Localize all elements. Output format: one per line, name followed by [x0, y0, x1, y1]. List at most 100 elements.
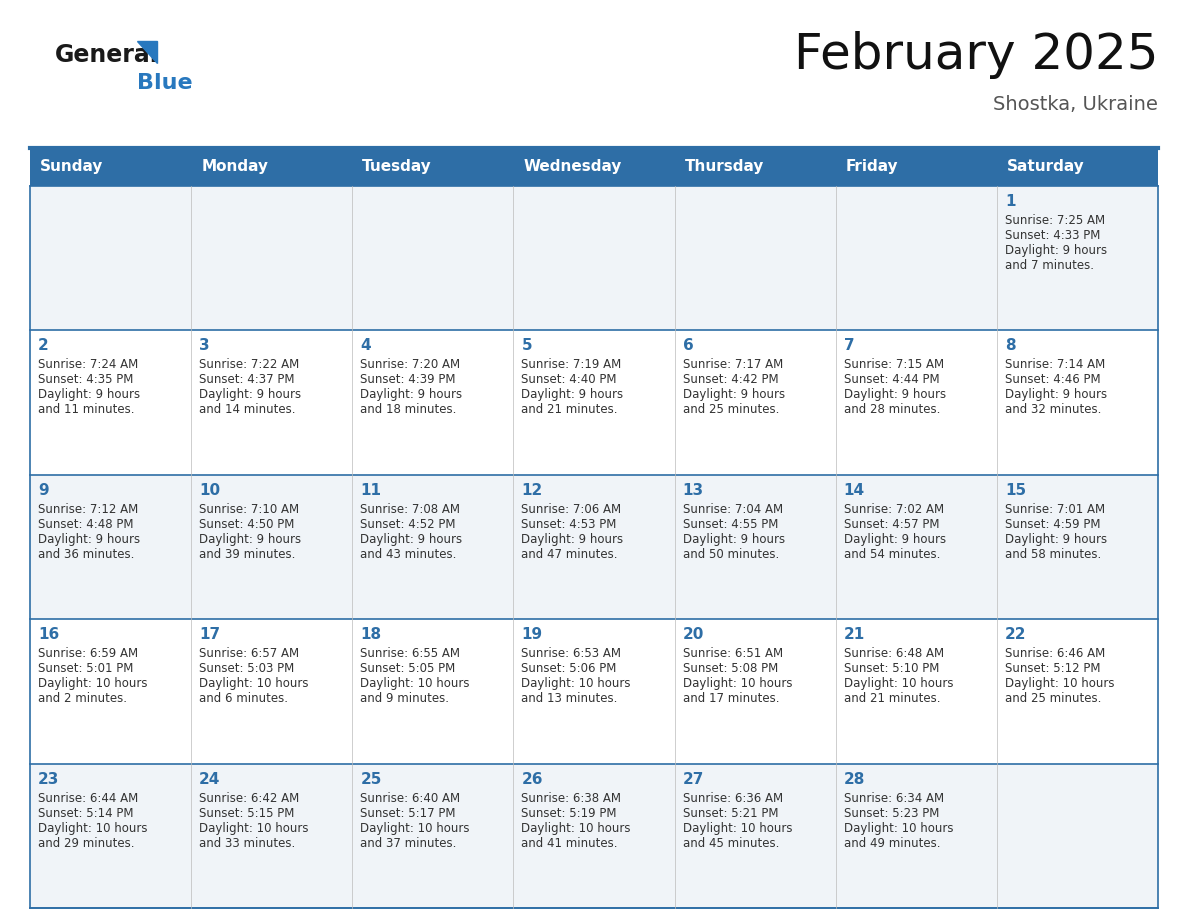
Text: 8: 8 [1005, 339, 1016, 353]
Text: and 2 minutes.: and 2 minutes. [38, 692, 127, 705]
Text: 19: 19 [522, 627, 543, 643]
Text: and 45 minutes.: and 45 minutes. [683, 836, 779, 849]
Text: Sunrise: 6:38 AM: Sunrise: 6:38 AM [522, 791, 621, 804]
Text: Sunset: 4:44 PM: Sunset: 4:44 PM [843, 374, 940, 386]
Text: Sunset: 4:50 PM: Sunset: 4:50 PM [200, 518, 295, 531]
Text: Daylight: 9 hours: Daylight: 9 hours [1005, 388, 1107, 401]
Text: 17: 17 [200, 627, 220, 643]
Text: 25: 25 [360, 772, 381, 787]
Text: Sunrise: 6:42 AM: Sunrise: 6:42 AM [200, 791, 299, 804]
Text: and 33 minutes.: and 33 minutes. [200, 836, 296, 849]
Text: Sunrise: 6:40 AM: Sunrise: 6:40 AM [360, 791, 461, 804]
Text: Sunset: 5:17 PM: Sunset: 5:17 PM [360, 807, 456, 820]
Text: Daylight: 10 hours: Daylight: 10 hours [843, 822, 953, 834]
Text: 3: 3 [200, 339, 210, 353]
Text: Sunrise: 7:24 AM: Sunrise: 7:24 AM [38, 358, 138, 372]
Text: Sunrise: 7:17 AM: Sunrise: 7:17 AM [683, 358, 783, 372]
Text: Sunrise: 7:02 AM: Sunrise: 7:02 AM [843, 503, 943, 516]
Text: Sunset: 5:03 PM: Sunset: 5:03 PM [200, 662, 295, 676]
Text: 23: 23 [38, 772, 59, 787]
Text: Sunset: 5:14 PM: Sunset: 5:14 PM [38, 807, 133, 820]
Text: Sunset: 5:10 PM: Sunset: 5:10 PM [843, 662, 939, 676]
Text: and 50 minutes.: and 50 minutes. [683, 548, 779, 561]
Text: and 21 minutes.: and 21 minutes. [843, 692, 940, 705]
Text: and 21 minutes.: and 21 minutes. [522, 403, 618, 417]
Text: Daylight: 9 hours: Daylight: 9 hours [683, 388, 785, 401]
Text: Daylight: 10 hours: Daylight: 10 hours [200, 822, 309, 834]
Text: 24: 24 [200, 772, 221, 787]
Text: Sunset: 4:46 PM: Sunset: 4:46 PM [1005, 374, 1100, 386]
Text: 4: 4 [360, 339, 371, 353]
Text: and 47 minutes.: and 47 minutes. [522, 548, 618, 561]
Text: and 49 minutes.: and 49 minutes. [843, 836, 940, 849]
Text: Sunset: 4:55 PM: Sunset: 4:55 PM [683, 518, 778, 531]
Text: 1: 1 [1005, 194, 1016, 209]
Text: 7: 7 [843, 339, 854, 353]
Text: Daylight: 10 hours: Daylight: 10 hours [200, 677, 309, 690]
Text: Sunrise: 6:44 AM: Sunrise: 6:44 AM [38, 791, 138, 804]
Text: 16: 16 [38, 627, 59, 643]
Text: Daylight: 10 hours: Daylight: 10 hours [38, 822, 147, 834]
Text: and 29 minutes.: and 29 minutes. [38, 836, 134, 849]
Bar [30, 764, 1158, 908]
Text: Sunrise: 6:51 AM: Sunrise: 6:51 AM [683, 647, 783, 660]
Text: and 17 minutes.: and 17 minutes. [683, 692, 779, 705]
Text: General: General [55, 43, 159, 67]
Text: Sunset: 5:15 PM: Sunset: 5:15 PM [200, 807, 295, 820]
Text: Sunset: 5:06 PM: Sunset: 5:06 PM [522, 662, 617, 676]
Text: and 41 minutes.: and 41 minutes. [522, 836, 618, 849]
Text: 6: 6 [683, 339, 694, 353]
Text: Daylight: 9 hours: Daylight: 9 hours [200, 532, 302, 546]
Text: Sunset: 4:52 PM: Sunset: 4:52 PM [360, 518, 456, 531]
Text: 28: 28 [843, 772, 865, 787]
Text: Daylight: 9 hours: Daylight: 9 hours [843, 388, 946, 401]
Text: Sunrise: 6:36 AM: Sunrise: 6:36 AM [683, 791, 783, 804]
Text: Sunrise: 6:59 AM: Sunrise: 6:59 AM [38, 647, 138, 660]
Text: Sunrise: 7:22 AM: Sunrise: 7:22 AM [200, 358, 299, 372]
Text: Daylight: 9 hours: Daylight: 9 hours [1005, 532, 1107, 546]
Text: 15: 15 [1005, 483, 1026, 498]
Text: 27: 27 [683, 772, 704, 787]
Text: and 37 minutes.: and 37 minutes. [360, 836, 456, 849]
Text: Sunrise: 6:55 AM: Sunrise: 6:55 AM [360, 647, 460, 660]
Text: Sunrise: 7:12 AM: Sunrise: 7:12 AM [38, 503, 138, 516]
Text: Sunset: 4:53 PM: Sunset: 4:53 PM [522, 518, 617, 531]
Text: Sunrise: 7:19 AM: Sunrise: 7:19 AM [522, 358, 621, 372]
Text: Sunset: 4:57 PM: Sunset: 4:57 PM [843, 518, 940, 531]
Text: 2: 2 [38, 339, 49, 353]
Text: 14: 14 [843, 483, 865, 498]
Text: and 25 minutes.: and 25 minutes. [1005, 692, 1101, 705]
Text: Sunset: 4:40 PM: Sunset: 4:40 PM [522, 374, 617, 386]
Text: February 2025: February 2025 [794, 31, 1158, 79]
Text: 11: 11 [360, 483, 381, 498]
Text: 10: 10 [200, 483, 220, 498]
Text: Sunrise: 7:14 AM: Sunrise: 7:14 AM [1005, 358, 1105, 372]
Text: Blue: Blue [137, 73, 192, 93]
Text: Daylight: 10 hours: Daylight: 10 hours [683, 822, 792, 834]
Text: Daylight: 9 hours: Daylight: 9 hours [360, 388, 462, 401]
Bar [30, 620, 1158, 764]
Text: 22: 22 [1005, 627, 1026, 643]
Text: and 32 minutes.: and 32 minutes. [1005, 403, 1101, 417]
Text: Daylight: 10 hours: Daylight: 10 hours [38, 677, 147, 690]
Text: Daylight: 10 hours: Daylight: 10 hours [1005, 677, 1114, 690]
Text: Friday: Friday [846, 160, 898, 174]
Text: Sunrise: 6:53 AM: Sunrise: 6:53 AM [522, 647, 621, 660]
Text: Daylight: 10 hours: Daylight: 10 hours [683, 677, 792, 690]
Text: Sunset: 4:48 PM: Sunset: 4:48 PM [38, 518, 133, 531]
Text: Wednesday: Wednesday [524, 160, 621, 174]
Text: Sunday: Sunday [40, 160, 103, 174]
Text: Daylight: 9 hours: Daylight: 9 hours [38, 388, 140, 401]
Text: Sunrise: 7:15 AM: Sunrise: 7:15 AM [843, 358, 943, 372]
Text: Daylight: 9 hours: Daylight: 9 hours [683, 532, 785, 546]
Text: Thursday: Thursday [684, 160, 764, 174]
Text: Sunrise: 7:25 AM: Sunrise: 7:25 AM [1005, 214, 1105, 227]
Text: Sunset: 4:42 PM: Sunset: 4:42 PM [683, 374, 778, 386]
Text: Daylight: 9 hours: Daylight: 9 hours [38, 532, 140, 546]
Text: and 58 minutes.: and 58 minutes. [1005, 548, 1101, 561]
Text: Daylight: 10 hours: Daylight: 10 hours [360, 822, 469, 834]
Text: Sunrise: 7:06 AM: Sunrise: 7:06 AM [522, 503, 621, 516]
Text: and 18 minutes.: and 18 minutes. [360, 403, 456, 417]
Text: and 14 minutes.: and 14 minutes. [200, 403, 296, 417]
Text: Sunset: 5:23 PM: Sunset: 5:23 PM [843, 807, 939, 820]
